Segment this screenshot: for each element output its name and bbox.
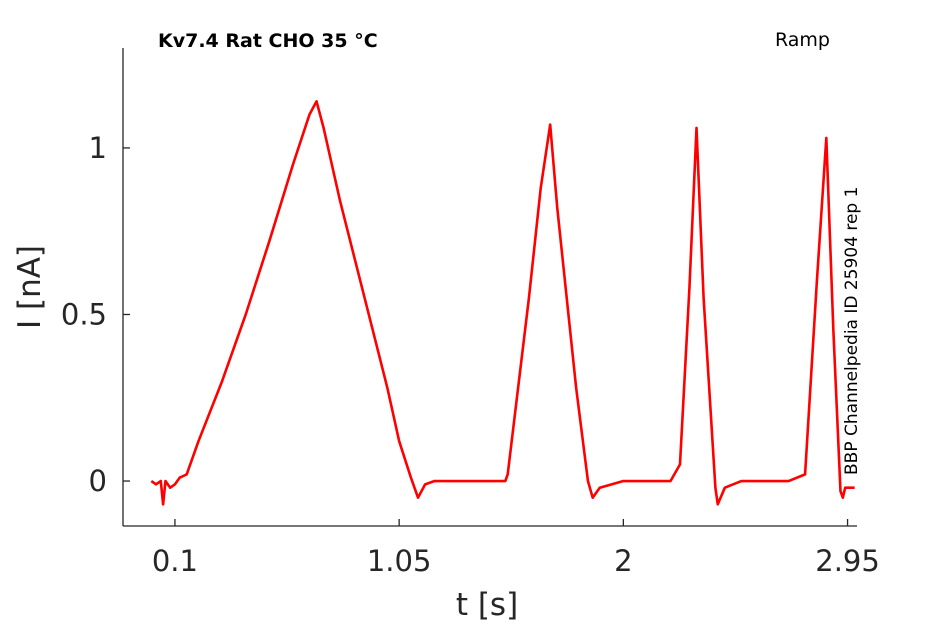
x-tick-label: 2.95 — [815, 544, 880, 578]
x-ticks: 0.1 1.05 2 2.95 — [152, 519, 880, 578]
x-tick-label: 1.05 — [367, 544, 432, 578]
side-label: BBP Channelpedia ID 25904 rep 1 — [842, 187, 862, 475]
protocol-label: Ramp — [775, 29, 830, 51]
y-tick-label: 0.5 — [61, 297, 107, 331]
x-tick-label: 0.1 — [152, 544, 198, 578]
current-trace — [150, 100, 855, 506]
x-tick-label: 2 — [614, 544, 632, 578]
y-axis-label: I [nA] — [12, 245, 48, 329]
y-tick-label: 0 — [89, 464, 107, 498]
x-axis-label: t [s] — [456, 587, 518, 623]
y-ticks: 00.51 — [61, 131, 130, 498]
y-tick-label: 1 — [89, 131, 107, 165]
series-group — [150, 100, 855, 506]
chart-title: Kv7.4 Rat CHO 35 °C — [158, 30, 378, 52]
